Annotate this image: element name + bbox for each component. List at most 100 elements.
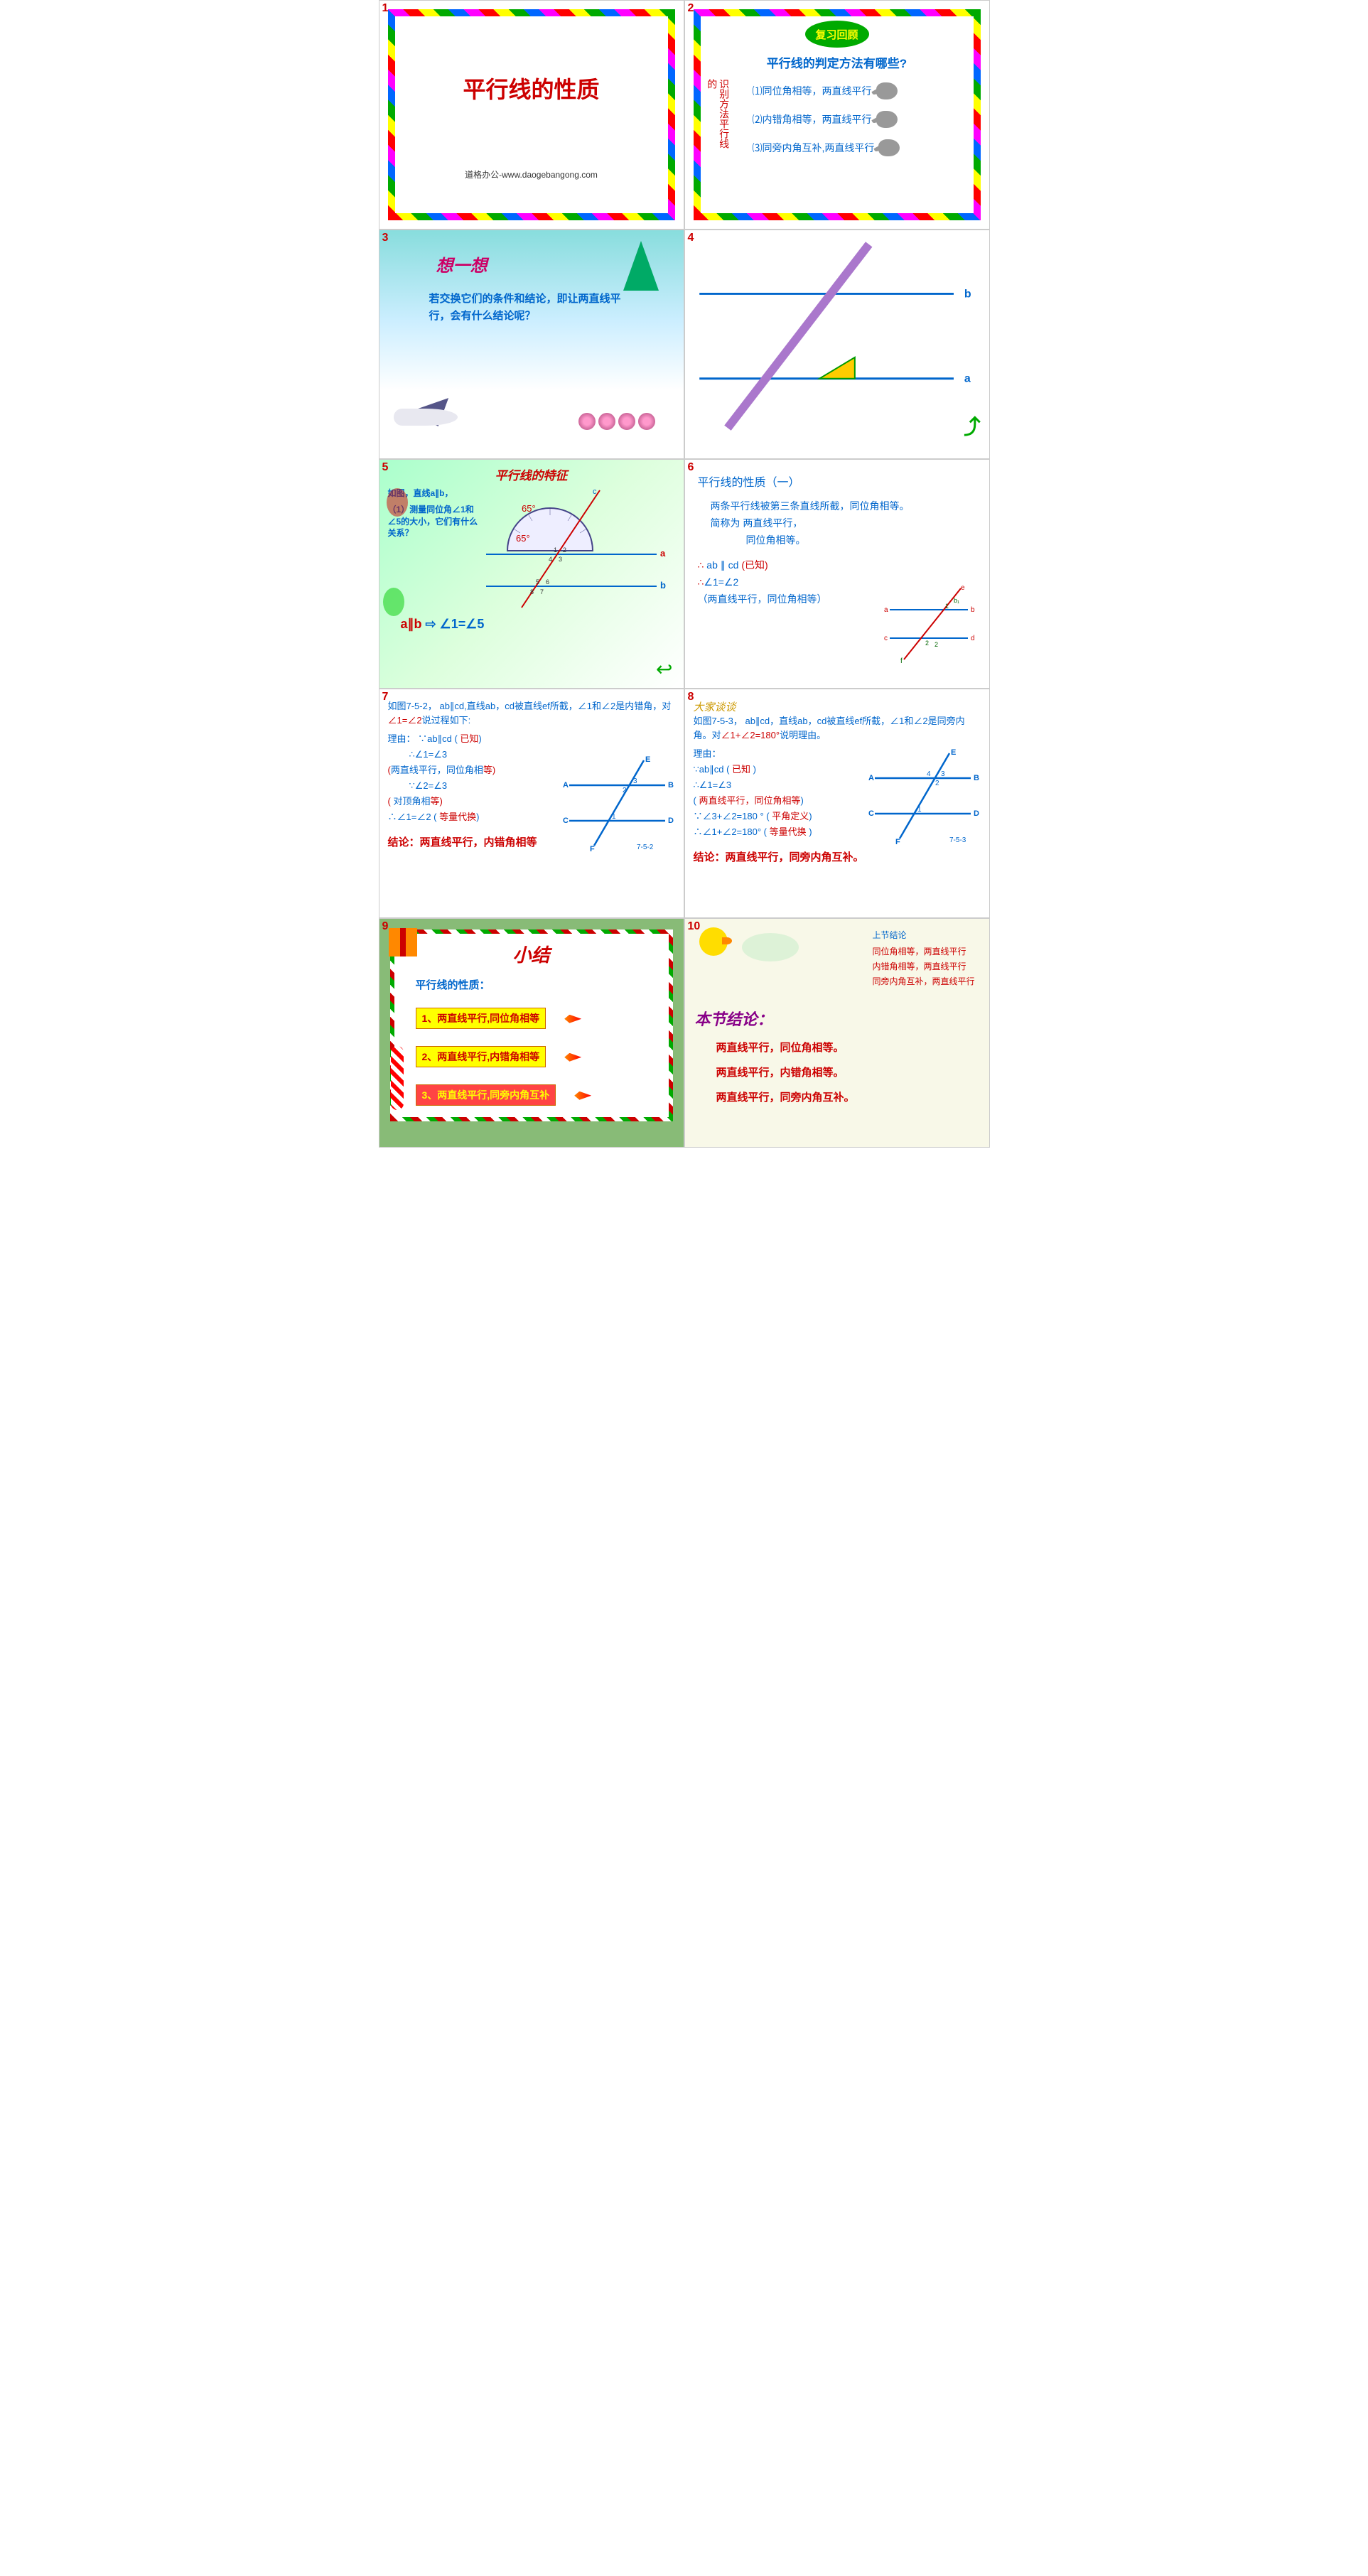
svg-text:b₁: b₁ [954, 597, 959, 604]
slide-number: 1 [382, 2, 389, 15]
rocket-icon [574, 1092, 591, 1100]
balloon-icon [387, 488, 408, 517]
svg-text:2: 2 [935, 641, 938, 648]
slide-5: 5 平行线的特征 如图，直线a∥b， （1）测量同位角∠1和∠5的大小，它们有什… [379, 459, 684, 689]
figure-7-5-2: AB CD EF 1 2 3 7-5-2 [559, 753, 679, 853]
slide-10: 10 上节结论 同位角相等，两直线平行 内错角相等，两直线平行 同旁内角互补，两… [684, 918, 990, 1148]
problem-head: 如图7-5-3， ab∥cd，直线ab，cd被直线ef所截，∠1和∠2是同旁内角… [694, 714, 981, 742]
property-body: 两条平行线被第三条直线所截，同位角相等。 简称为 两直线平行， 同位角相等。 [711, 498, 976, 549]
side-label: 识别方法平行线的 [706, 79, 731, 150]
problem-head: 如图7-5-2， ab∥cd,直线ab，cd被直线ef所截，∠1和∠2是内错角，… [388, 699, 675, 727]
slide-4: 4 b a [684, 230, 990, 459]
svg-text:A: A [868, 774, 874, 782]
svg-text:a: a [660, 548, 666, 559]
svg-text:C: C [868, 809, 874, 818]
svg-text:c: c [593, 487, 597, 496]
rainbow-border [694, 9, 981, 220]
rainbow-border [388, 9, 675, 220]
slide-9: 9 小结 平行线的性质： 1、两直线平行,同位角相等 2、两直线平行,内错角相等… [379, 918, 684, 1148]
slide-7: 7 如图7-5-2， ab∥cd,直线ab，cd被直线ef所截，∠1和∠2是内错… [379, 689, 684, 918]
parallel-lines-diagram: b a [685, 230, 989, 458]
slide-number: 6 [688, 461, 694, 474]
svg-text:3: 3 [633, 777, 637, 785]
slides-container: 1 平行线的性质 道格办公-www.daogebangong.com 2 复习回… [379, 0, 990, 1148]
svg-text:f: f [900, 657, 903, 665]
svg-text:6: 6 [546, 578, 549, 586]
airplane-icon [387, 387, 472, 437]
slide-number: 7 [382, 691, 389, 704]
svg-text:C: C [563, 817, 569, 825]
svg-text:B: B [668, 781, 674, 789]
svg-text:e: e [961, 584, 965, 592]
svg-text:65°: 65° [516, 533, 530, 544]
feature-title: 平行线的特征 [379, 465, 684, 483]
slide-2: 2 复习回顾 平行线的判定方法有哪些? 识别方法平行线的 ⑴同位角相等，两直线平… [684, 0, 990, 230]
summary-item: 3、两直线平行,同旁内角互补 [416, 1084, 556, 1106]
svg-text:1: 1 [612, 813, 616, 821]
svg-text:d: d [971, 635, 975, 642]
svg-text:8: 8 [530, 588, 534, 596]
svg-text:E: E [951, 748, 956, 757]
slide-number: 2 [688, 2, 694, 15]
conclusion-item: 两直线平行，同位角相等。 [716, 1040, 979, 1055]
svg-text:F: F [895, 838, 900, 846]
svg-text:2: 2 [563, 546, 566, 554]
conclusion: 结论：两直线平行，同旁内角互补。 [694, 849, 981, 864]
diagram: ab cd ef b₁ 1 2 2 [883, 581, 982, 667]
thought-bubble-icon [742, 933, 799, 961]
svg-text:b: b [660, 580, 666, 591]
svg-text:7-5-2: 7-5-2 [637, 844, 654, 851]
slide-number: 5 [382, 461, 389, 474]
elephant-icon [876, 82, 898, 99]
svg-text:E: E [645, 755, 650, 764]
svg-text:4: 4 [549, 556, 552, 563]
svg-text:1: 1 [945, 603, 949, 610]
slide-number: 3 [382, 232, 389, 244]
gift-icon [389, 928, 417, 956]
svg-text:7-5-3: 7-5-3 [949, 836, 966, 844]
summary-subtitle: 平行线的性质： [416, 977, 662, 992]
rocket-icon [564, 1015, 581, 1023]
candy-cane-icon [391, 1046, 404, 1110]
section-conclusion-title: 本节结论： [695, 1007, 979, 1030]
slide-number: 9 [382, 920, 389, 933]
rocket-icon [564, 1053, 581, 1062]
svg-text:B: B [974, 774, 979, 782]
svg-text:5: 5 [536, 578, 539, 586]
svg-text:c: c [884, 635, 888, 642]
svg-text:1: 1 [554, 546, 557, 554]
flowers-icon [578, 413, 655, 430]
svg-text:3: 3 [941, 770, 945, 778]
conclusion-item: 两直线平行，内错角相等。 [716, 1065, 979, 1079]
summary-title: 小结 [402, 941, 662, 967]
slide-1: 1 平行线的性质 道格办公-www.daogebangong.com [379, 0, 684, 230]
svg-text:7: 7 [540, 588, 544, 596]
balloon-icon [383, 588, 404, 616]
back-arrow-icon[interactable]: ↩ [656, 657, 672, 681]
discuss-tag: 大家谈谈 [694, 701, 736, 713]
svg-text:3: 3 [559, 556, 562, 563]
svg-text:1: 1 [917, 806, 922, 814]
svg-text:a: a [884, 606, 888, 614]
slide-number: 4 [688, 232, 694, 244]
tree-icon [620, 241, 662, 305]
svg-text:2: 2 [925, 640, 929, 647]
elephant-icon [876, 111, 898, 128]
svg-text:D: D [974, 809, 979, 818]
svg-text:65°: 65° [522, 503, 536, 514]
protractor-diagram: 65° 65° a b c 12 34 56 78 [479, 483, 671, 611]
svg-text:b: b [964, 288, 971, 300]
summary-frame: 小结 平行线的性质： 1、两直线平行,同位角相等 2、两直线平行,内错角相等 3… [390, 929, 673, 1121]
formula: a∥b ⇨ ∠1=∠5 [401, 617, 684, 632]
svg-text:F: F [590, 845, 595, 853]
summary-item: 2、两直线平行,内错角相等 [416, 1046, 546, 1067]
svg-text:a: a [964, 373, 970, 385]
figure-7-5-3: AB CD EF 1 2 3 4 7-5-3 [864, 746, 985, 846]
slide-number: 8 [688, 691, 694, 704]
prev-conclusions: 上节结论 同位角相等，两直线平行 内错角相等，两直线平行 同旁内角互补，两直线平… [872, 929, 974, 990]
summary-item: 1、两直线平行,同位角相等 [416, 1008, 546, 1029]
slide-3: 3 想一想 若交换它们的条件和结论，即让两直线平行，会有什么结论呢？ [379, 230, 684, 459]
slide-6: 6 平行线的性质（一） 两条平行线被第三条直线所截，同位角相等。 简称为 两直线… [684, 459, 990, 689]
svg-text:D: D [668, 817, 674, 825]
slide-number: 10 [688, 920, 701, 933]
